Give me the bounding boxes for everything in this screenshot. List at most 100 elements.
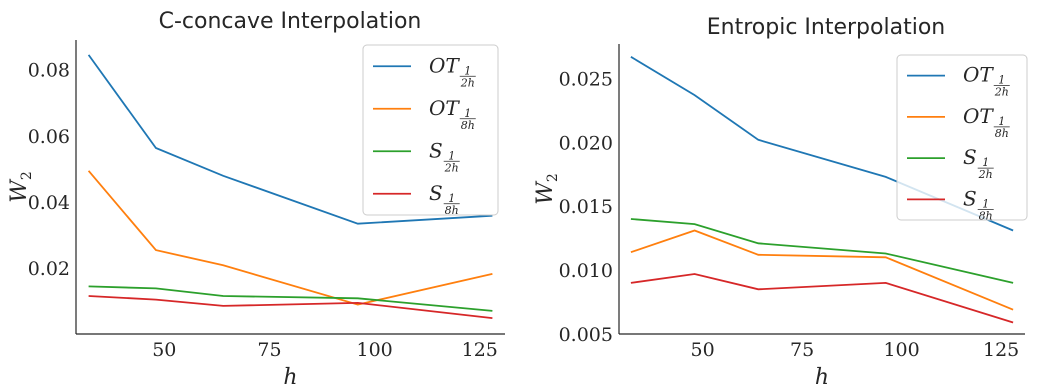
chart-title: Entropic Interpolation	[707, 15, 945, 40]
data-point	[694, 273, 696, 275]
data-point	[88, 54, 90, 56]
series-line-3	[88, 285, 493, 312]
x-tick-label: 75	[257, 339, 281, 361]
legend-label: S	[963, 186, 977, 210]
legend-label: OT	[963, 63, 994, 87]
data-point	[357, 223, 359, 225]
series-line-3	[630, 218, 1014, 284]
data-point	[491, 273, 493, 275]
legend-entry: OT 12h	[907, 63, 1010, 99]
series-line-1	[87, 54, 493, 225]
data-point	[222, 264, 224, 266]
legend-entry: S 18h	[373, 181, 460, 217]
data-point	[155, 147, 157, 149]
data-point	[155, 249, 157, 251]
legend-box	[362, 44, 499, 216]
data-point	[357, 302, 359, 304]
data-point	[757, 254, 759, 256]
legend-label: OT	[429, 96, 460, 120]
legend-sub-num: 1	[998, 74, 1005, 87]
data-point	[630, 251, 632, 253]
x-tick-label: 50	[152, 339, 176, 361]
series-line-4	[630, 273, 1014, 324]
y-tick-label: 0.04	[28, 192, 70, 214]
data-point	[694, 230, 696, 232]
data-point	[1012, 282, 1014, 284]
legend-sub-den: 2h	[460, 76, 475, 89]
data-point	[757, 139, 759, 141]
y-tick-label: 0.010	[559, 260, 613, 282]
legend-entry: OT 18h	[907, 104, 1010, 140]
data-point	[1012, 322, 1014, 324]
legend-entry: S 12h	[373, 138, 460, 174]
y-axis-label: W2	[533, 173, 561, 205]
legend-label: OT	[429, 53, 460, 77]
x-axis-label: h	[815, 365, 829, 390]
y-tick-label: 0.06	[28, 126, 70, 148]
legend-entry: S 12h	[907, 145, 994, 181]
data-point	[885, 282, 887, 284]
legend-sub-num: 1	[998, 115, 1005, 128]
y-tick-label: 0.015	[559, 196, 613, 218]
legend-entry: OT 12h	[373, 53, 476, 89]
legend-sub-den: 2h	[444, 161, 459, 174]
y-tick-label: 0.02	[28, 258, 70, 280]
data-point	[630, 282, 632, 284]
chart-title: C-concave Interpolation	[159, 9, 422, 34]
data-point	[491, 310, 493, 312]
data-point	[694, 223, 696, 225]
data-point	[885, 253, 887, 255]
legend-sub-den: 8h	[995, 127, 1009, 140]
data-point	[222, 295, 224, 297]
data-point	[88, 285, 90, 287]
legend-sub-den: 2h	[978, 168, 993, 181]
x-tick-label: 125	[462, 339, 498, 361]
legend-sub-num: 1	[464, 64, 471, 77]
legend-sub-num: 1	[982, 197, 989, 210]
series-line-2	[87, 170, 493, 306]
data-point	[757, 242, 759, 244]
data-point	[885, 256, 887, 258]
legend-label: S	[429, 181, 443, 205]
data-point	[491, 317, 493, 319]
legend-box	[896, 54, 1028, 221]
x-tick-label: 100	[883, 339, 919, 361]
data-point	[88, 295, 90, 297]
legend-sub-num: 1	[448, 192, 455, 205]
data-point	[155, 287, 157, 289]
data-point	[1012, 230, 1014, 232]
legend-entry: S 18h	[907, 186, 994, 222]
y-tick-label: 0.020	[559, 132, 613, 154]
x-axis-label: h	[283, 365, 297, 390]
y-tick-label: 0.08	[28, 60, 70, 82]
data-point	[630, 218, 632, 220]
legend-entry: OT 18h	[373, 96, 476, 132]
data-point	[885, 176, 887, 178]
x-tick-label: 125	[983, 339, 1019, 361]
x-tick-label: 50	[690, 339, 714, 361]
y-tick-label: 0.005	[559, 324, 613, 346]
data-point	[88, 170, 90, 172]
legend-sub-num: 1	[982, 156, 989, 169]
legend-sub-den: 8h	[979, 209, 993, 222]
legend-label: S	[963, 145, 977, 169]
x-tick-label: 100	[356, 339, 392, 361]
legend-label: S	[429, 138, 443, 162]
data-point	[757, 288, 759, 290]
legend-sub-den: 8h	[445, 204, 459, 217]
x-tick-label: 75	[790, 339, 814, 361]
series-line-2	[630, 229, 1014, 311]
legend-label: OT	[963, 104, 994, 128]
legend-sub-num: 1	[464, 107, 471, 120]
data-point	[630, 56, 632, 58]
data-point	[222, 305, 224, 307]
data-point	[222, 175, 224, 177]
data-point	[357, 297, 359, 299]
y-axis-label: W2	[7, 171, 35, 203]
legend-sub-num: 1	[448, 149, 455, 162]
chart-1: C-concave Interpolation 50 75 100 125 0.02 0.0…	[7, 9, 505, 390]
data-point	[155, 299, 157, 301]
